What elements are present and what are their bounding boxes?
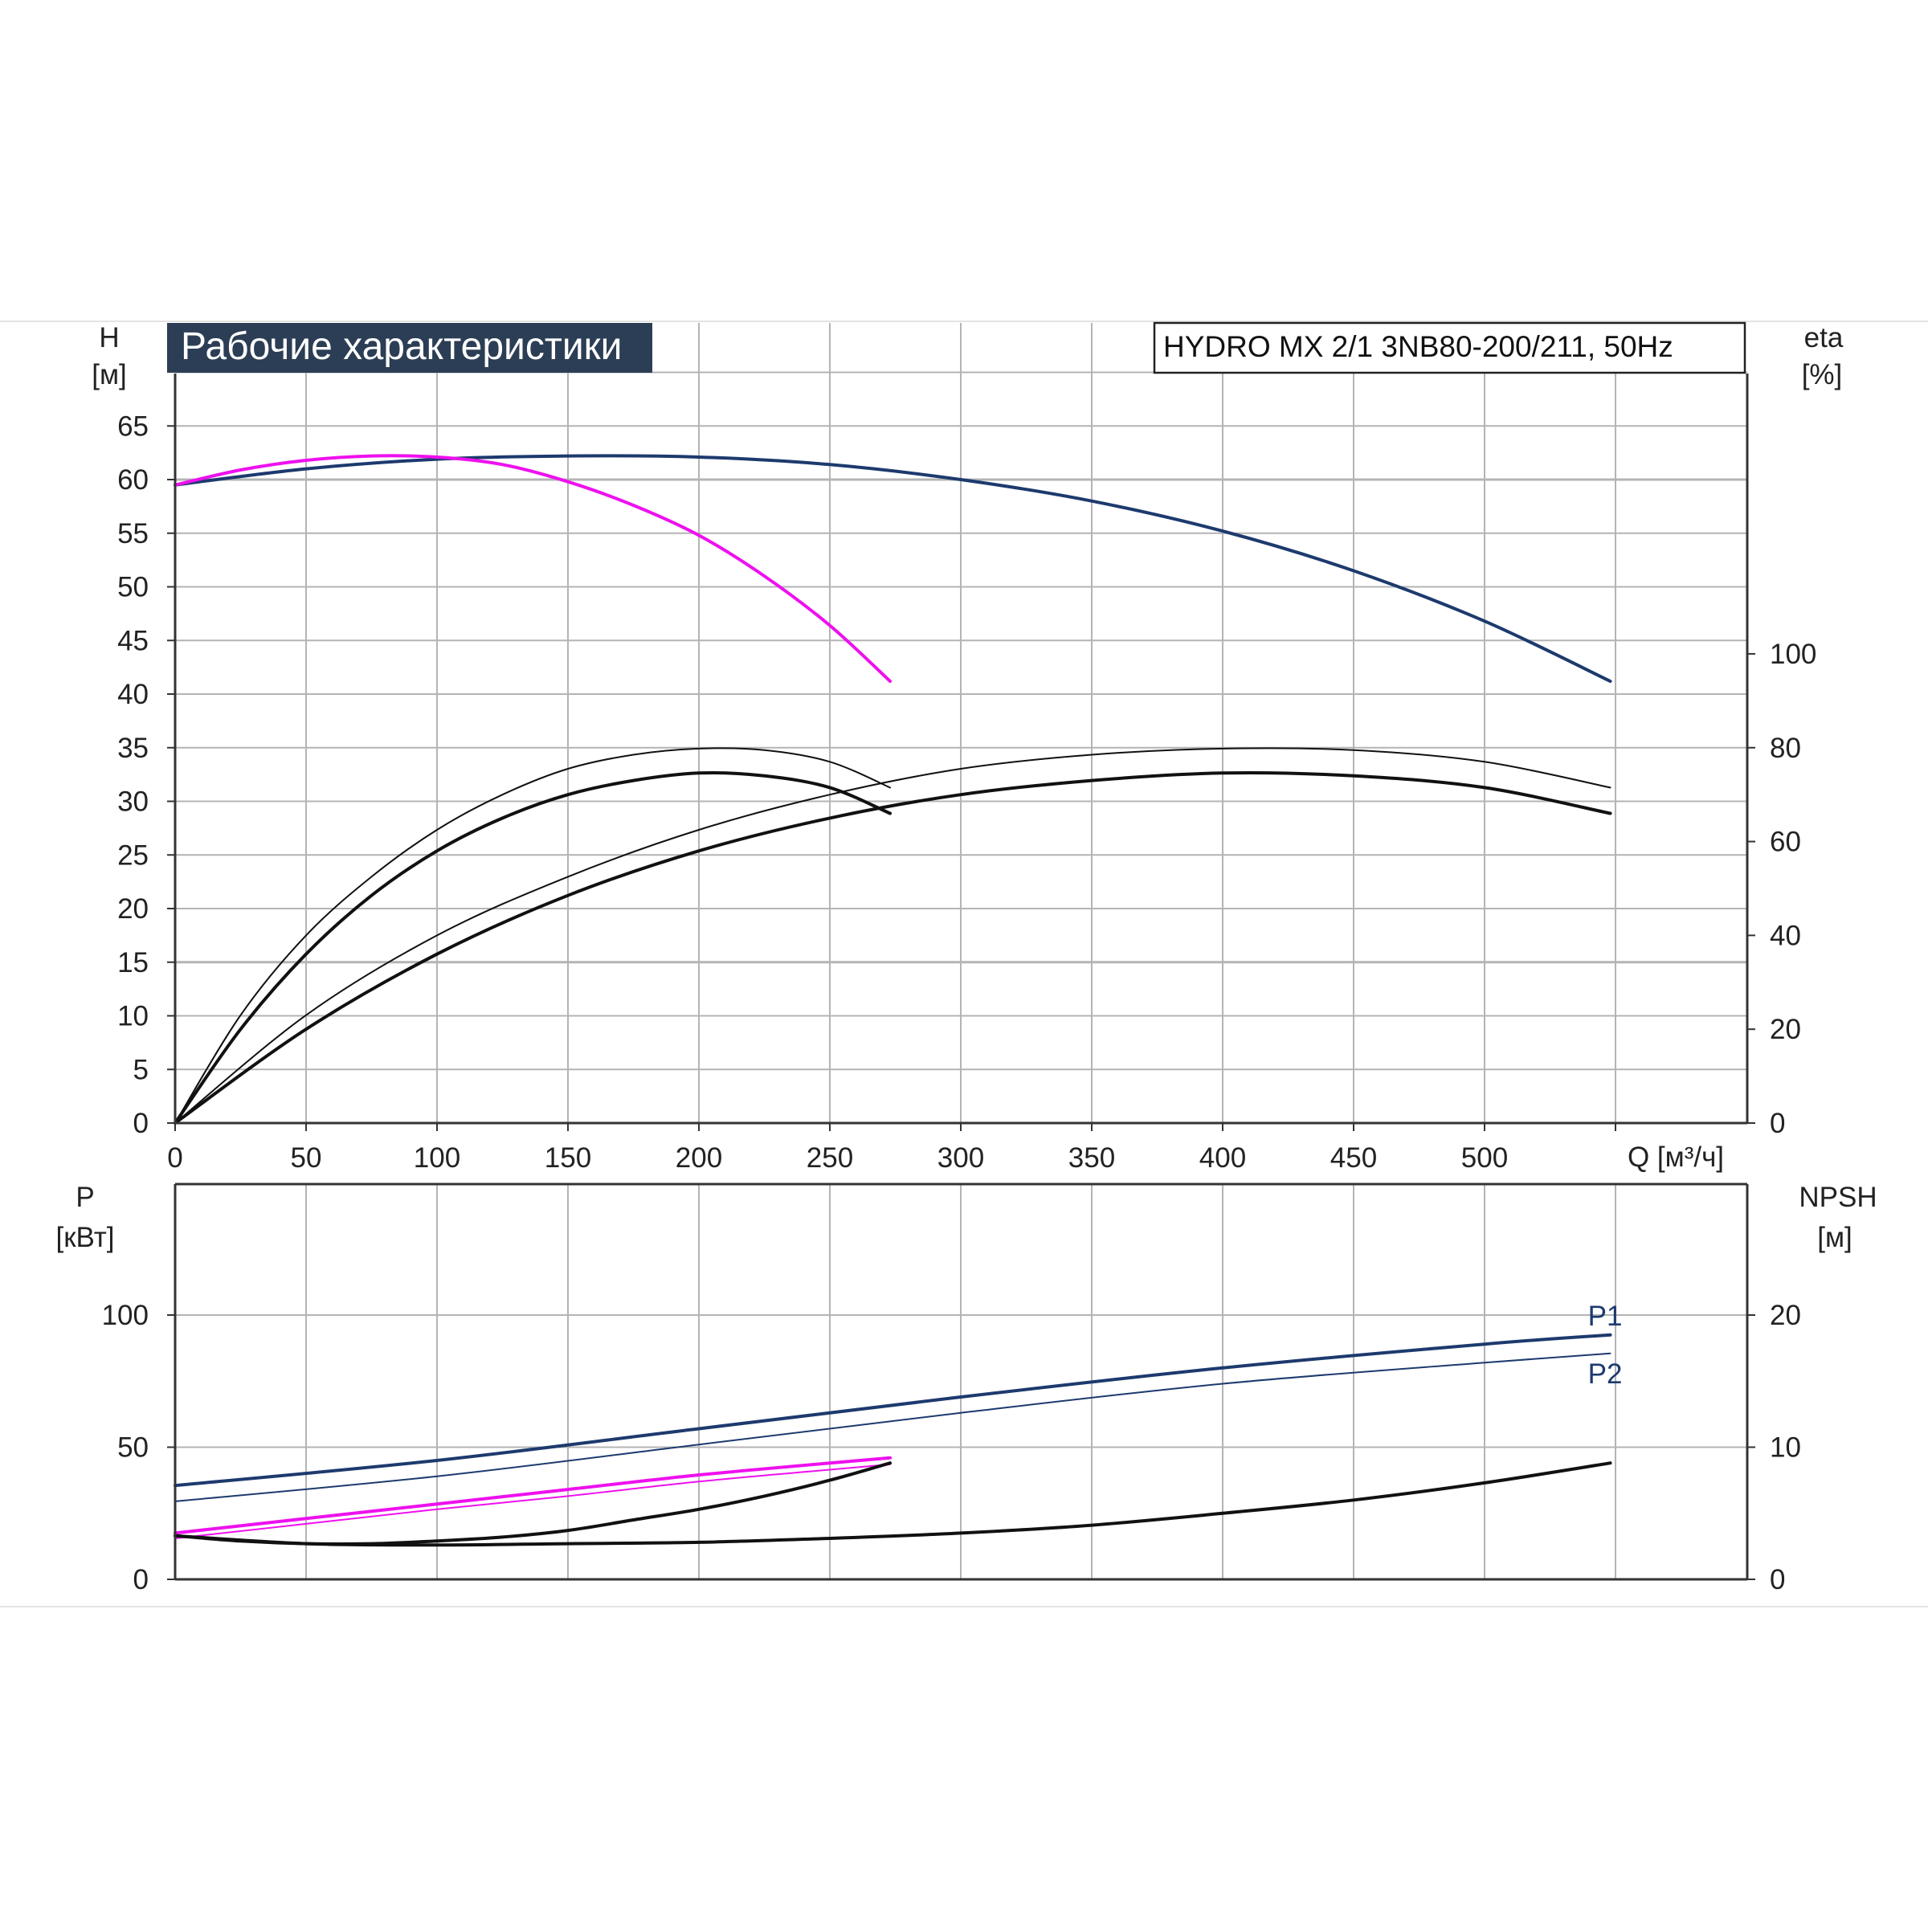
bottom-series-line-1	[174, 1352, 1611, 1502]
bottom-ylabel-right-symbol: NPSH	[1799, 1182, 1877, 1213]
top-ytick-right-label: 40	[1770, 920, 1801, 951]
top-xtick-label: 150	[545, 1142, 591, 1174]
bottom-ylabel-right-unit: [м]	[1817, 1222, 1852, 1253]
top-ytick-left-label: 10	[117, 1001, 149, 1032]
top-ytick-right-label: 60	[1770, 827, 1801, 858]
top-xtick-label: 500	[1461, 1142, 1508, 1174]
top-ytick-left-label: 55	[117, 518, 149, 549]
top-ylabel-right-symbol: eta	[1804, 322, 1844, 353]
top-ytick-left-label: 35	[117, 733, 149, 764]
top-xtick-label: 450	[1330, 1142, 1377, 1174]
bottom-ytick-left-label: 100	[102, 1300, 149, 1331]
top-series-line-0	[174, 454, 1612, 683]
bottom-series-line-5	[174, 1461, 892, 1546]
top-ytick-left-label: 40	[117, 679, 149, 710]
top-xtick-label: 250	[807, 1142, 853, 1174]
bottom-plot-series	[174, 1333, 1612, 1547]
bottom-ytick-left-label: 0	[133, 1564, 149, 1595]
bottom-ytick-right-label: 20	[1770, 1300, 1801, 1331]
bottom-ytick-right-label: 0	[1770, 1564, 1785, 1595]
top-ytick-left-label: 5	[133, 1054, 149, 1085]
top-ytick-left-label: 25	[117, 839, 149, 871]
bottom-ytick-right-label: 10	[1770, 1432, 1801, 1464]
chart-title-box: Рабочие характеристики	[167, 323, 652, 373]
top-series-line-4	[174, 747, 891, 1124]
top-xtick-label: 350	[1068, 1142, 1115, 1174]
top-ytick-right-label: 20	[1770, 1014, 1801, 1045]
top-series-line-1	[174, 454, 892, 683]
top-xtick-label: 200	[676, 1142, 722, 1174]
top-xtick-label: 300	[937, 1142, 984, 1174]
bottom-series-line-4	[174, 1461, 1612, 1547]
top-plot-series	[174, 454, 1612, 1125]
bottom-ylabel-left-symbol: P	[76, 1182, 94, 1213]
top-ytick-left-label: 65	[117, 410, 149, 442]
top-ytick-left-label: 30	[117, 786, 149, 818]
top-ylabel-left-symbol: H	[99, 322, 119, 353]
bottom-series-line-3	[174, 1463, 891, 1539]
top-ylabel-right-unit: [%]	[1802, 359, 1843, 390]
top-xtick-label: 400	[1199, 1142, 1246, 1174]
bottom-series-line-0	[174, 1333, 1612, 1488]
top-ytick-right-label: 80	[1770, 733, 1801, 764]
top-ytick-left-label: 0	[133, 1108, 149, 1139]
top-xlabel: Q [м³/ч]	[1628, 1142, 1724, 1173]
model-label-box: HYDRO MX 2/1 3NB80-200/211, 50Hz	[1153, 321, 1746, 374]
top-ytick-left-label: 60	[117, 464, 149, 496]
top-xtick-label: 100	[414, 1142, 460, 1174]
chart-title: Рабочие характеристики	[181, 325, 622, 368]
bottom-ytick-left-label: 50	[117, 1432, 149, 1464]
tick-labels: 0 50 100 150 200 250 300 350 400 450 5000510152025…	[102, 410, 1817, 1595]
bottom-series-line-2	[174, 1456, 892, 1535]
series-label-p2: P2	[1588, 1358, 1623, 1390]
top-ytick-right-label: 100	[1770, 639, 1816, 670]
top-xtick-label: 50	[291, 1142, 322, 1174]
model-label: HYDRO MX 2/1 3NB80-200/211, 50Hz	[1163, 330, 1673, 363]
top-ytick-left-label: 15	[117, 947, 149, 978]
top-ylabel-left-unit: [м]	[92, 359, 127, 390]
top-ytick-left-label: 45	[117, 625, 149, 656]
top-series-line-3	[174, 770, 1612, 1125]
top-ytick-right-label: 0	[1770, 1108, 1785, 1139]
top-plot-axes	[167, 374, 1755, 1131]
top-series-line-5	[174, 770, 892, 1125]
series-label-p1: P1	[1588, 1301, 1623, 1332]
top-ytick-left-label: 50	[117, 572, 149, 603]
bottom-ylabel-left-unit: [кВт]	[56, 1222, 115, 1253]
top-ytick-left-label: 20	[117, 893, 149, 925]
top-series-line-2	[174, 747, 1611, 1124]
bottom-plot-axes	[167, 1182, 1755, 1581]
top-xtick-label: 0	[167, 1142, 182, 1174]
